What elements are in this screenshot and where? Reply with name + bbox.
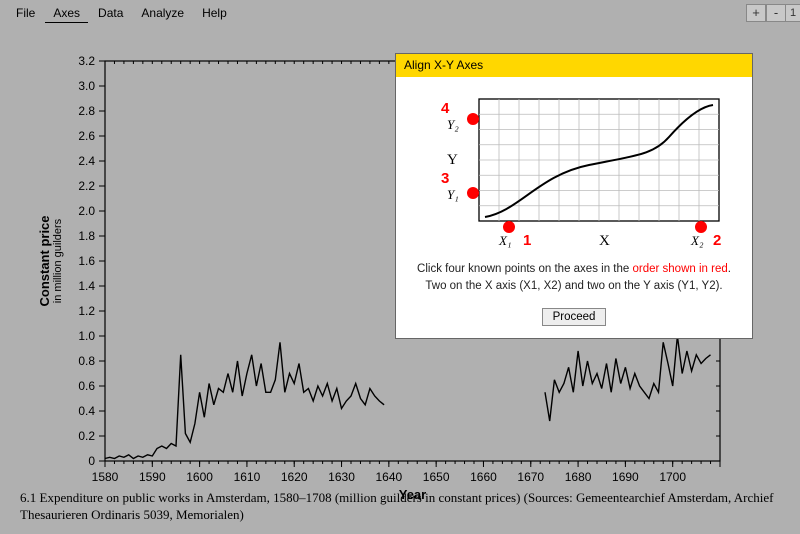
svg-text:0.2: 0.2	[78, 429, 95, 443]
svg-text:1.0: 1.0	[78, 329, 95, 343]
instr-pre: Click four known points on the axes in t…	[417, 263, 632, 275]
series-line-a	[105, 342, 384, 458]
svg-text:Y₁: Y₁	[447, 187, 459, 202]
svg-text:0: 0	[88, 454, 95, 468]
svg-text:1.2: 1.2	[78, 304, 95, 318]
svg-text:1590: 1590	[139, 470, 166, 484]
svg-text:3.2: 3.2	[78, 54, 95, 68]
series-line-b	[545, 336, 711, 421]
svg-text:2.0: 2.0	[78, 204, 95, 218]
svg-text:X₂: X₂	[690, 233, 704, 248]
svg-text:1.4: 1.4	[78, 279, 95, 293]
svg-text:1610: 1610	[234, 470, 261, 484]
svg-text:1600: 1600	[186, 470, 213, 484]
zoom-out-button[interactable]: -	[766, 4, 786, 22]
svg-text:3.0: 3.0	[78, 79, 95, 93]
svg-text:0.6: 0.6	[78, 379, 95, 393]
svg-text:1.6: 1.6	[78, 254, 95, 268]
svg-text:1700: 1700	[659, 470, 686, 484]
svg-text:0.8: 0.8	[78, 354, 95, 368]
svg-text:2.8: 2.8	[78, 104, 95, 118]
svg-text:1: 1	[523, 232, 531, 249]
svg-text:1680: 1680	[565, 470, 592, 484]
svg-text:2.4: 2.4	[78, 154, 95, 168]
svg-text:1580: 1580	[92, 470, 119, 484]
svg-text:Constant price: Constant price	[37, 215, 52, 306]
svg-text:1640: 1640	[375, 470, 402, 484]
menu-item-help[interactable]: Help	[194, 4, 235, 23]
menu-item-axes[interactable]: Axes	[45, 4, 88, 23]
menu-item-data[interactable]: Data	[90, 4, 131, 23]
dialog-title: Align X-Y Axes	[396, 54, 752, 77]
dialog-body: 1 X₁ 2 X₂ 3Y₁ 4Y₂ X Y Click four known points o…	[396, 77, 752, 338]
svg-text:1660: 1660	[470, 470, 497, 484]
proceed-button[interactable]: Proceed	[542, 308, 607, 326]
svg-text:1650: 1650	[423, 470, 450, 484]
svg-text:in million guilders: in million guilders	[52, 218, 64, 303]
svg-text:3: 3	[441, 170, 449, 187]
figure-caption: 6.1 Expenditure on public works in Amste…	[20, 490, 786, 523]
svg-text:0.4: 0.4	[78, 404, 95, 418]
svg-text:1690: 1690	[612, 470, 639, 484]
menu-item-file[interactable]: File	[8, 4, 43, 23]
instr-red: order shown in red	[632, 263, 727, 275]
svg-text:1670: 1670	[517, 470, 544, 484]
align-axes-dialog: Align X-Y Axes 1 X₁ 2 X₂ 3Y₁ 4Y₂ X Y Click four…	[395, 53, 753, 339]
svg-text:Y₂: Y₂	[447, 117, 459, 132]
zoom-controls: + - 1	[746, 4, 800, 22]
svg-text:X: X	[599, 233, 610, 249]
svg-text:4: 4	[441, 100, 450, 117]
menubar: FileAxesDataAnalyzeHelp	[8, 4, 235, 23]
svg-text:Y: Y	[447, 152, 458, 168]
svg-text:1620: 1620	[281, 470, 308, 484]
svg-text:2.6: 2.6	[78, 129, 95, 143]
zoom-in-button[interactable]: +	[746, 4, 766, 22]
svg-text:X₁: X₁	[498, 233, 511, 248]
axis-diagram: 1 X₁ 2 X₂ 3Y₁ 4Y₂ X Y	[419, 91, 729, 251]
svg-text:1.8: 1.8	[78, 229, 95, 243]
zoom-value: 1	[786, 4, 800, 22]
svg-text:1630: 1630	[328, 470, 355, 484]
dialog-instructions: Click four known points on the axes in t…	[408, 261, 740, 294]
menu-item-analyze[interactable]: Analyze	[133, 4, 192, 23]
svg-text:2.2: 2.2	[78, 179, 95, 193]
svg-text:2: 2	[713, 232, 721, 249]
